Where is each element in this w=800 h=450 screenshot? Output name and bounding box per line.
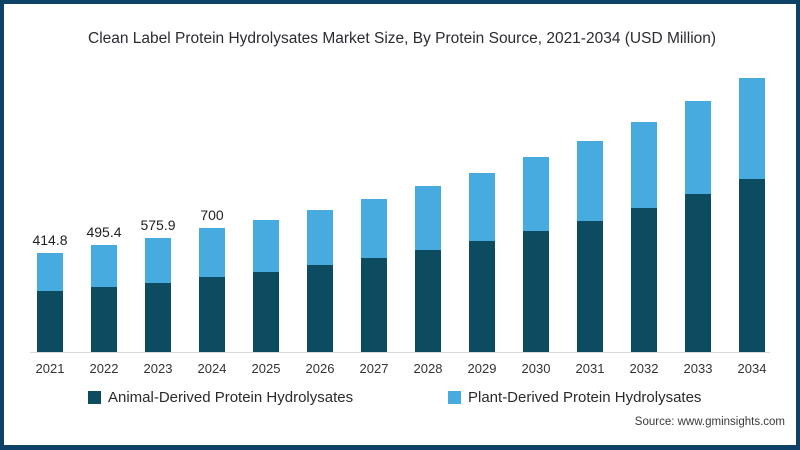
bar-group-2034 xyxy=(725,57,779,352)
bar-group-2023: 575.9 xyxy=(131,217,185,352)
x-axis-label-2027: 2027 xyxy=(359,361,389,376)
legend-label-animal: Animal-Derived Protein Hydrolysates xyxy=(108,389,354,406)
bar-group-2021: 414.8 xyxy=(23,232,77,352)
animal-segment-2029[interactable] xyxy=(469,241,495,352)
x-axis-label-2034: 2034 xyxy=(737,361,767,376)
stacked-bar-2027[interactable] xyxy=(361,199,387,352)
bar-group-2031 xyxy=(563,120,617,352)
bar-group-2022: 495.4 xyxy=(77,224,131,352)
stacked-bar-2032[interactable] xyxy=(631,122,657,352)
animal-segment-2022[interactable] xyxy=(91,287,117,352)
bar-group-2029 xyxy=(455,152,509,352)
plant-segment-2022[interactable] xyxy=(91,245,117,287)
bar-group-2032 xyxy=(617,101,671,352)
bar-group-2033 xyxy=(671,80,725,352)
animal-segment-2023[interactable] xyxy=(145,283,171,352)
bar-group-2024: 700 xyxy=(185,207,239,352)
animal-segment-2033[interactable] xyxy=(685,194,711,352)
plant-segment-2026[interactable] xyxy=(307,210,333,265)
stacked-bar-2024[interactable] xyxy=(199,228,225,352)
plant-segment-2034[interactable] xyxy=(739,78,765,179)
legend-item-animal[interactable]: Animal-Derived Protein Hydrolysates xyxy=(88,389,353,406)
plant-segment-2033[interactable] xyxy=(685,101,711,194)
stacked-bar-2023[interactable] xyxy=(145,238,171,352)
bar-group-2028 xyxy=(401,165,455,352)
x-axis-label-2033: 2033 xyxy=(683,361,713,376)
x-axis-label-2029: 2029 xyxy=(467,361,497,376)
animal-segment-2027[interactable] xyxy=(361,258,387,352)
x-axis-labels: 2021 2022 2023 2024 2025 2026 2027 2028 2029 2030… xyxy=(23,361,779,376)
bar-value-label-2022: 495.4 xyxy=(86,224,122,240)
stacked-bar-2033[interactable] xyxy=(685,101,711,352)
x-axis-label-2030: 2030 xyxy=(521,361,551,376)
legend-swatch-plant-icon xyxy=(448,391,461,404)
animal-segment-2025[interactable] xyxy=(253,272,279,352)
x-axis-label-2022: 2022 xyxy=(89,361,119,376)
stacked-bar-2021[interactable] xyxy=(37,253,63,352)
animal-segment-2032[interactable] xyxy=(631,208,657,352)
animal-segment-2031[interactable] xyxy=(577,221,603,352)
x-axis-label-2031: 2031 xyxy=(575,361,605,376)
plant-segment-2025[interactable] xyxy=(253,220,279,272)
stacked-bar-2025[interactable] xyxy=(253,220,279,352)
stacked-bar-2028[interactable] xyxy=(415,186,441,352)
chart-title: Clean Label Protein Hydrolysates Market … xyxy=(88,30,717,47)
bar-group-2030 xyxy=(509,136,563,352)
x-axis-label-2028: 2028 xyxy=(413,361,443,376)
x-axis-label-2032: 2032 xyxy=(629,361,659,376)
stacked-bar-2030[interactable] xyxy=(523,157,549,352)
stacked-bar-2029[interactable] xyxy=(469,173,495,352)
x-axis-baseline xyxy=(30,352,770,353)
x-axis-label-2024: 2024 xyxy=(197,361,227,376)
plot-area: 414.8 495.4 575.9 700 xyxy=(23,0,779,352)
plant-segment-2030[interactable] xyxy=(523,157,549,231)
plant-segment-2028[interactable] xyxy=(415,186,441,250)
x-axis-label-2025: 2025 xyxy=(251,361,281,376)
animal-segment-2030[interactable] xyxy=(523,231,549,352)
stacked-bar-2031[interactable] xyxy=(577,141,603,352)
legend-label-plant: Plant-Derived Protein Hydrolysates xyxy=(468,389,702,406)
plant-segment-2029[interactable] xyxy=(469,173,495,241)
bar-group-2026 xyxy=(293,189,347,352)
plant-segment-2031[interactable] xyxy=(577,141,603,221)
animal-segment-2034[interactable] xyxy=(739,179,765,352)
x-axis-label-2021: 2021 xyxy=(35,361,65,376)
animal-segment-2028[interactable] xyxy=(415,250,441,352)
bar-value-label-2024: 700 xyxy=(200,207,224,223)
plant-segment-2024[interactable] xyxy=(199,228,225,277)
legend-item-plant[interactable]: Plant-Derived Protein Hydrolysates xyxy=(448,389,701,406)
animal-segment-2026[interactable] xyxy=(307,265,333,352)
stacked-bar-2026[interactable] xyxy=(307,210,333,352)
bar-group-2025 xyxy=(239,199,293,352)
plant-segment-2032[interactable] xyxy=(631,122,657,208)
plant-segment-2027[interactable] xyxy=(361,199,387,258)
legend-swatch-animal-icon xyxy=(88,391,101,404)
bar-group-2027 xyxy=(347,178,401,352)
x-axis-label-2023: 2023 xyxy=(143,361,173,376)
stacked-bar-2022[interactable] xyxy=(91,245,117,352)
stacked-bar-2034[interactable] xyxy=(739,78,765,352)
plant-segment-2021[interactable] xyxy=(37,253,63,291)
animal-segment-2024[interactable] xyxy=(199,277,225,352)
x-axis-label-2026: 2026 xyxy=(305,361,335,376)
source-attribution: Source: www.gminsights.com xyxy=(634,416,785,428)
plant-segment-2023[interactable] xyxy=(145,238,171,283)
bar-value-label-2023: 575.9 xyxy=(140,217,176,233)
bar-value-label-2021: 414.8 xyxy=(32,232,68,248)
animal-segment-2021[interactable] xyxy=(37,291,63,352)
